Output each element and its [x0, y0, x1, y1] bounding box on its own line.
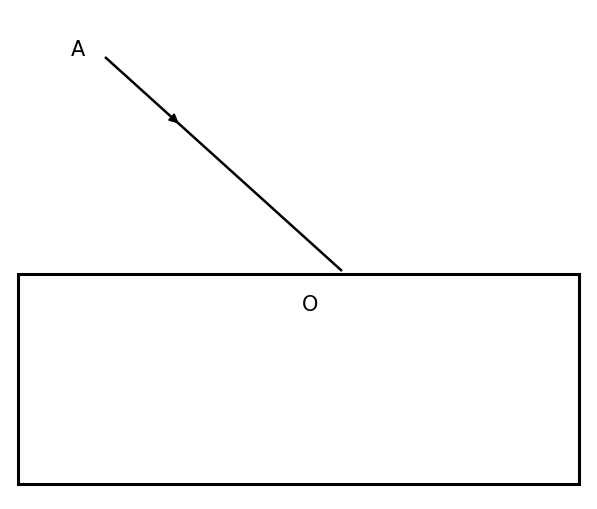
Text: A: A [71, 40, 85, 60]
Text: O: O [302, 294, 318, 315]
Bar [18, 274, 579, 484]
